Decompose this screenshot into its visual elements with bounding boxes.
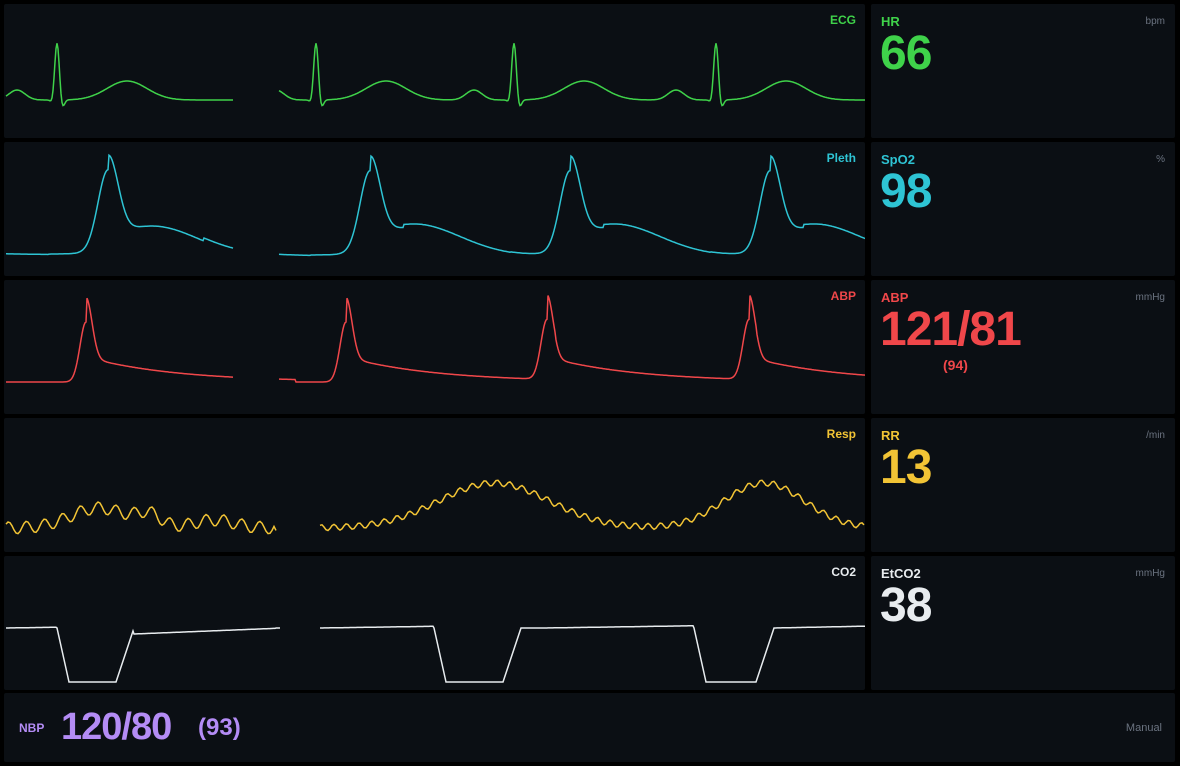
co2-waveform-panel: CO2	[4, 556, 865, 690]
spo2-unit: %	[1156, 154, 1165, 165]
hr-value: 66	[880, 27, 932, 80]
pleth-waveform-panel: Pleth	[4, 142, 865, 276]
abp-mean-value: (94)	[943, 357, 968, 373]
abp-numeric-panel[interactable]: ABP mmHg 121/81 (94)	[871, 280, 1175, 414]
pleth-label: Pleth	[826, 151, 856, 165]
ecg-waveform-panel: ECG	[4, 4, 865, 138]
spo2-value: 98	[880, 165, 932, 218]
nbp-label: NBP	[19, 721, 45, 735]
spo2-numeric-panel[interactable]: SpO2 % 98	[871, 142, 1175, 276]
resp-waveform	[5, 479, 865, 535]
nbp-panel[interactable]: NBP 120/80 (93) Manual	[4, 693, 1175, 762]
hr-unit: bpm	[1145, 16, 1165, 27]
ecg-waveform	[5, 43, 865, 107]
resp-waveform-panel: Resp	[4, 418, 865, 552]
abp-value: 121/81	[880, 303, 1022, 356]
resp-label: Resp	[826, 427, 856, 441]
ecg-label: ECG	[829, 13, 856, 27]
nbp-mode-label[interactable]: Manual	[1125, 722, 1162, 734]
rr-unit: /min	[1146, 430, 1165, 441]
etco2-value: 38	[880, 579, 932, 632]
hr-numeric-panel[interactable]: HR bpm 66	[871, 4, 1175, 138]
rr-value: 13	[880, 441, 932, 494]
abp-waveform	[6, 295, 865, 383]
nbp-mean-value: (93)	[198, 714, 241, 741]
nbp-value: 120/80	[61, 706, 172, 748]
etco2-numeric-panel[interactable]: EtCO2 mmHg 38	[871, 556, 1175, 690]
rr-label: RR	[881, 428, 900, 443]
abp-numeric-label: ABP	[881, 290, 909, 305]
hr-label: HR	[881, 14, 900, 29]
abp-waveform-panel: ABP	[4, 280, 865, 414]
co2-waveform	[6, 625, 865, 683]
abp-unit: mmHg	[1135, 292, 1165, 303]
rr-numeric-panel[interactable]: RR /min 13	[871, 418, 1175, 552]
abp-label: ABP	[830, 289, 856, 303]
etco2-unit: mmHg	[1135, 568, 1165, 579]
co2-label: CO2	[831, 565, 856, 579]
spo2-label: SpO2	[881, 152, 915, 167]
pleth-waveform	[6, 153, 865, 257]
etco2-label: EtCO2	[881, 566, 921, 581]
